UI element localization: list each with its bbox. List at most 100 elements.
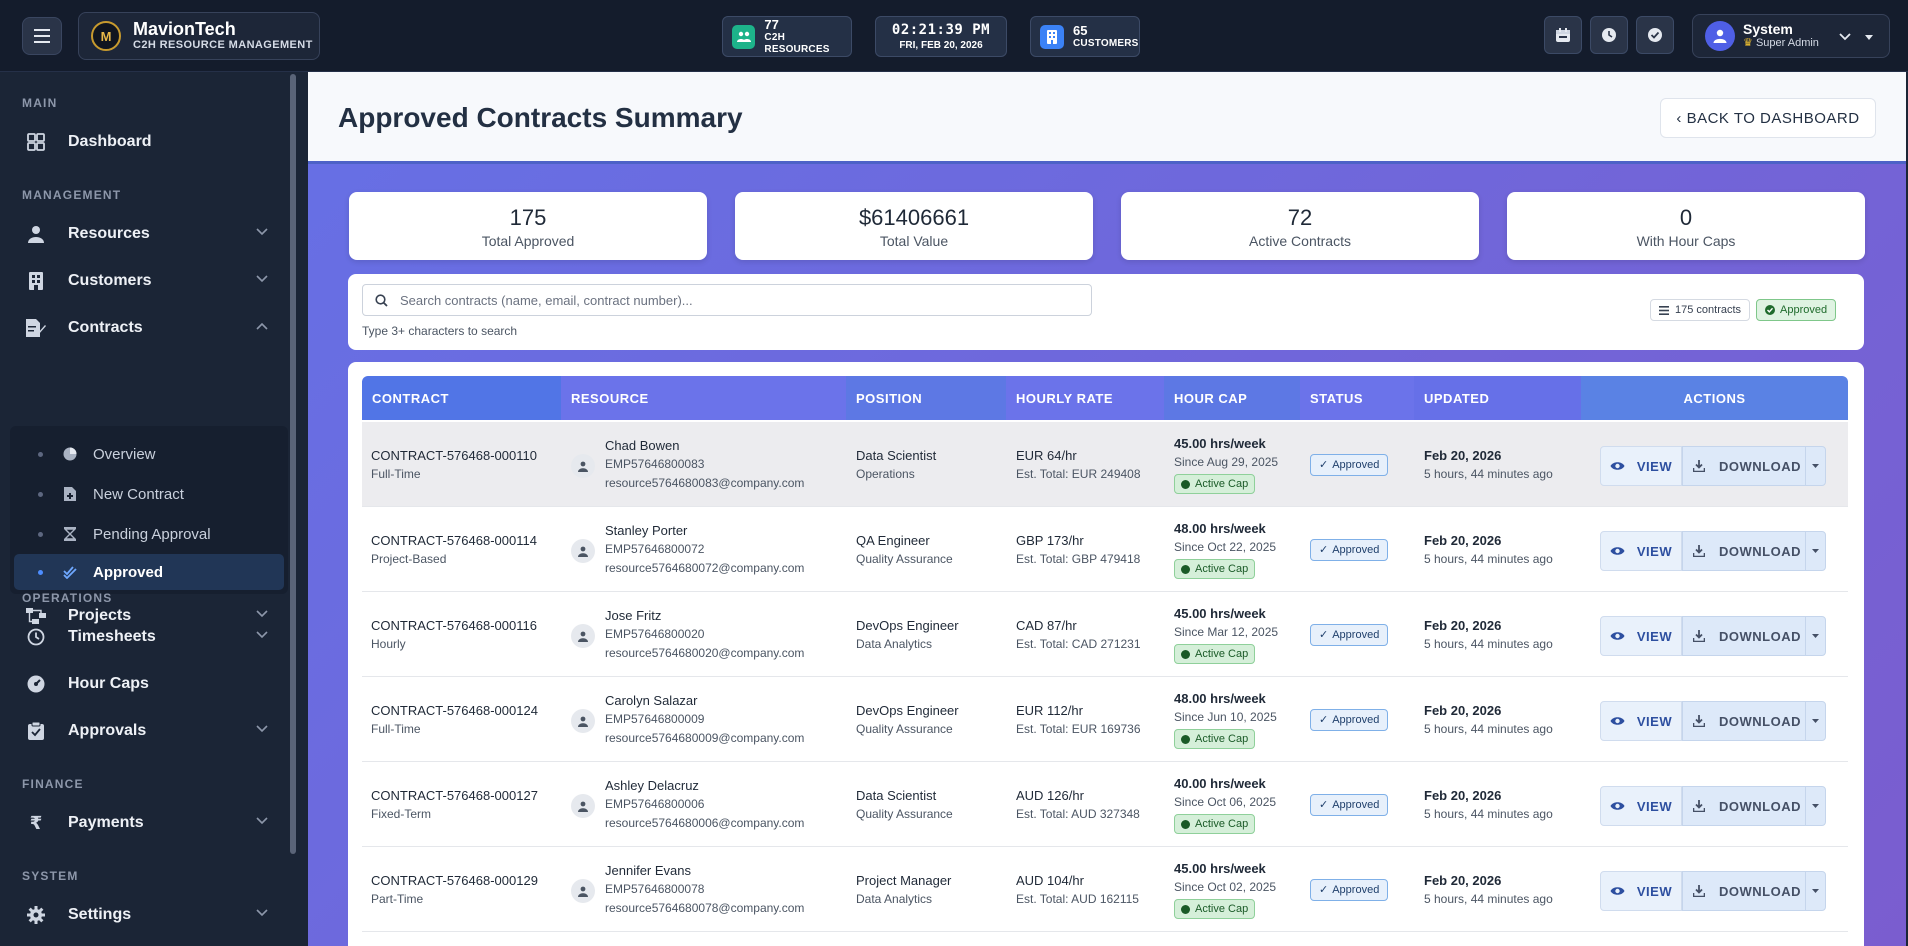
caret-down-icon	[1865, 35, 1873, 40]
download-button[interactable]: DOWNLOAD	[1682, 701, 1826, 741]
status-badge: ✓ Approved	[1310, 453, 1389, 476]
contract-number[interactable]: CONTRACT-576468-000127	[371, 787, 538, 803]
estimated-total: Est. Total: EUR 169736	[1016, 721, 1141, 736]
caret-down-icon[interactable]	[1805, 702, 1825, 740]
sidebar-item-projects[interactable]: Projects	[12, 598, 284, 634]
resource-cell: Ashley Delacruz EMP57646800006 resource5…	[561, 762, 846, 847]
view-button[interactable]: VIEW	[1600, 786, 1682, 826]
user-icon	[571, 454, 595, 478]
sidebar-item-customers[interactable]: Customers	[12, 263, 284, 299]
hourglass-icon	[63, 527, 77, 541]
submenu-item-pending-approval[interactable]: Pending Approval	[14, 516, 284, 552]
view-button[interactable]: VIEW	[1600, 871, 1682, 911]
contract-cell: CONTRACT-576468-000110 Full-Time	[371, 422, 537, 507]
caret-down-icon[interactable]	[1805, 872, 1825, 910]
users-icon	[732, 24, 756, 49]
status-cell: ✓ Approved	[1310, 847, 1389, 932]
user-menu[interactable]: System ♛ Super Admin	[1692, 14, 1890, 58]
view-button[interactable]: VIEW	[1600, 701, 1682, 741]
search-input[interactable]	[400, 292, 1080, 308]
contract-type: Full-Time	[371, 721, 421, 736]
sidebar-item-resources[interactable]: Resources	[12, 216, 284, 252]
position-cell: DevOps Engineer Quality Assurance	[856, 677, 959, 762]
brand-subtitle: C2H RESOURCE MANAGEMENT	[133, 39, 313, 51]
updated-date: Feb 20, 2026	[1424, 617, 1502, 633]
col-updated[interactable]: UPDATED	[1414, 376, 1581, 420]
caret-down-icon[interactable]	[1805, 532, 1825, 570]
resources-stat[interactable]: 77 C2H RESOURCES	[722, 16, 852, 57]
hour-cap-value: 45.00 hrs/week	[1174, 861, 1266, 876]
building-icon	[1040, 24, 1064, 49]
search-box[interactable]	[362, 284, 1092, 316]
view-button[interactable]: VIEW	[1600, 531, 1682, 571]
position-title: DevOps Engineer	[856, 617, 959, 633]
submenu-item-new-contract[interactable]: New Contract	[14, 476, 284, 512]
rate-cell: GBP 173/hr Est. Total: GBP 479418	[1016, 507, 1140, 592]
caret-down-icon[interactable]	[1805, 617, 1825, 655]
view-button[interactable]: VIEW	[1600, 616, 1682, 656]
col-hour-cap[interactable]: HOUR CAP	[1164, 376, 1300, 420]
position-department: Operations	[856, 466, 915, 481]
estimated-total: Est. Total: CAD 271231	[1016, 636, 1141, 651]
sidebar-item-dashboard[interactable]: Dashboard	[12, 124, 284, 160]
hour-cap-value: 48.00 hrs/week	[1174, 691, 1266, 706]
contract-number[interactable]: CONTRACT-576468-000114	[371, 532, 537, 548]
contract-number[interactable]: CONTRACT-576468-000116	[371, 617, 537, 633]
sidebar-item-payments[interactable]: ₹ Payments	[12, 805, 284, 841]
sidebar-scrollbar[interactable]	[290, 74, 296, 854]
download-button[interactable]: DOWNLOAD	[1682, 871, 1826, 911]
sidebar-item-label: Hour Caps	[68, 675, 149, 692]
search-panel: Type 3+ characters to search 175 contrac…	[348, 274, 1864, 350]
position-cell: Project Manager Data Analytics	[856, 847, 951, 932]
customers-stat[interactable]: 65 CUSTOMERS	[1030, 16, 1140, 57]
rate-cell: AUD 126/hr Est. Total: AUD 327348	[1016, 762, 1140, 847]
sidebar-item-settings[interactable]: Settings	[12, 897, 284, 933]
chevron-down-icon	[256, 610, 268, 618]
hamburger-menu-button[interactable]	[22, 17, 62, 55]
sidebar-item-contracts[interactable]: Contracts	[12, 310, 284, 346]
download-label: DOWNLOAD	[1719, 713, 1801, 729]
download-icon	[1693, 715, 1705, 727]
sidebar-item-hour-caps[interactable]: Hour Caps	[12, 666, 284, 702]
clock-icon	[26, 627, 46, 647]
status-badge: ✓ Approved	[1310, 878, 1389, 901]
resource-email: resource5764680078@company.com	[605, 901, 805, 915]
brand[interactable]: M MavionTech C2H RESOURCE MANAGEMENT	[78, 12, 320, 60]
contract-type: Fixed-Term	[371, 806, 432, 821]
resource-cell: Jose Fritz EMP57646800020 resource576468…	[561, 592, 846, 677]
gauge-icon	[26, 674, 46, 694]
back-to-dashboard-button[interactable]: ‹ BACK TO DASHBOARD	[1660, 98, 1876, 138]
view-button[interactable]: VIEW	[1600, 446, 1682, 486]
col-resource[interactable]: RESOURCE	[561, 376, 846, 420]
tasks-button[interactable]	[1636, 16, 1674, 54]
hour-cap-value: 40.00 hrs/week	[1174, 776, 1266, 791]
caret-down-icon[interactable]	[1805, 447, 1825, 485]
download-button[interactable]: DOWNLOAD	[1682, 531, 1826, 571]
col-hourly-rate[interactable]: HOURLY RATE	[1006, 376, 1164, 420]
download-button[interactable]: DOWNLOAD	[1682, 616, 1826, 656]
view-label: VIEW	[1636, 798, 1673, 814]
download-button[interactable]: DOWNLOAD	[1682, 786, 1826, 826]
hour-cap-since: Since Jun 10, 2025	[1174, 710, 1277, 724]
hour-cap-value: 45.00 hrs/week	[1174, 436, 1266, 451]
active-cap-badge: Active Cap	[1174, 644, 1256, 664]
updated-cell: Feb 20, 2026 5 hours, 44 minutes ago	[1424, 677, 1553, 762]
col-status[interactable]: STATUS	[1300, 376, 1414, 420]
download-button[interactable]: DOWNLOAD	[1682, 446, 1826, 486]
updated-cell: Feb 20, 2026 5 hours, 44 minutes ago	[1424, 847, 1553, 932]
sidebar-item-timesheets[interactable]: Timesheets	[12, 619, 284, 655]
sidebar-item-approvals[interactable]: Approvals	[12, 713, 284, 749]
col-position[interactable]: POSITION	[846, 376, 1006, 420]
clock: 02:21:39 PM FRI, FEB 20, 2026	[875, 16, 1007, 57]
calendar-button[interactable]	[1544, 16, 1582, 54]
customers-label: CUSTOMERS	[1073, 37, 1139, 49]
caret-down-icon[interactable]	[1805, 787, 1825, 825]
submenu-item-overview[interactable]: Overview	[14, 436, 284, 472]
col-contract[interactable]: CONTRACT	[362, 376, 561, 420]
contract-number[interactable]: CONTRACT-576468-000110	[371, 447, 537, 463]
chevron-down-icon	[256, 631, 268, 639]
history-button[interactable]	[1590, 16, 1628, 54]
submenu-item-approved[interactable]: Approved	[14, 554, 284, 590]
contract-number[interactable]: CONTRACT-576468-000129	[371, 872, 538, 888]
contract-number[interactable]: CONTRACT-576468-000124	[371, 702, 538, 718]
